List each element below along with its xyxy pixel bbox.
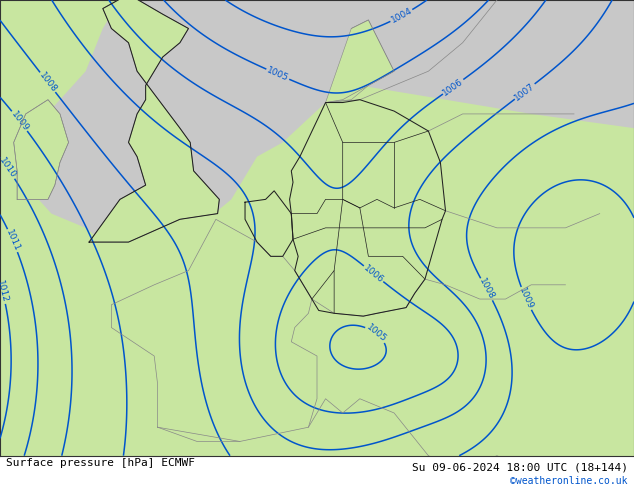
Text: 1007: 1007 [513, 81, 536, 102]
Text: 1006: 1006 [362, 263, 385, 285]
Text: Surface pressure [hPa] ECMWF: Surface pressure [hPa] ECMWF [6, 458, 195, 468]
Text: 1008: 1008 [477, 277, 496, 301]
Text: 1006: 1006 [441, 76, 465, 97]
Text: 1004: 1004 [389, 6, 414, 25]
Polygon shape [429, 0, 634, 71]
Text: 1008: 1008 [37, 71, 58, 94]
Polygon shape [0, 0, 634, 242]
Text: 1010: 1010 [0, 156, 18, 180]
Text: 1005: 1005 [266, 66, 290, 83]
Text: 1012: 1012 [0, 280, 10, 304]
Polygon shape [326, 20, 394, 102]
Polygon shape [89, 0, 219, 242]
Text: ©weatheronline.co.uk: ©weatheronline.co.uk [510, 476, 628, 486]
Text: 1011: 1011 [4, 228, 22, 253]
Text: 1005: 1005 [365, 323, 388, 344]
Polygon shape [14, 99, 68, 199]
Text: Su 09-06-2024 18:00 UTC (18+144): Su 09-06-2024 18:00 UTC (18+144) [411, 463, 628, 473]
Text: 1009: 1009 [517, 286, 535, 311]
Text: 1009: 1009 [9, 109, 30, 133]
